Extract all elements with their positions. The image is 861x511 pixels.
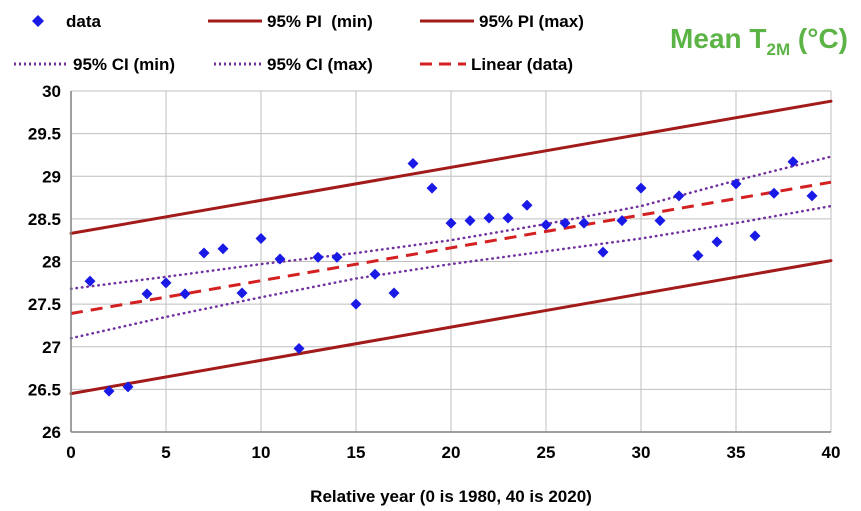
data-point [654,215,666,227]
x-tick-label: 25 [537,443,556,462]
y-tick-label: 26.5 [28,380,61,399]
data-point [388,287,400,299]
axes [70,91,831,433]
data-point [635,182,647,194]
legend-item-ci-max: 95% CI (max) [214,55,373,74]
legend-item-pi-max: 95% PI (max) [420,12,584,31]
data-point [730,178,742,190]
y-tick-label: 29 [42,167,61,186]
data-point [673,190,685,202]
data-point [103,385,115,397]
y-tick-label: 30 [42,82,61,101]
data-points [84,156,818,397]
chart-title: Mean T2M (°C) [670,23,848,59]
data-point [122,381,134,393]
x-tick-label: 40 [822,443,841,462]
data-point [445,217,457,229]
x-axis-label: Relative year (0 is 1980, 40 is 2020) [310,487,592,506]
series-line-linear-data [70,180,832,315]
legend-item-data: data [32,12,102,31]
data-point [407,157,419,169]
legend-label: data [66,12,102,31]
data-point [274,253,286,265]
chart-title-prefix: Mean T [670,23,766,54]
data-point [540,219,552,231]
legend-label: 95% PI (min) [267,12,373,31]
y-tick-label: 27.5 [28,295,61,314]
x-tick-label: 20 [442,443,461,462]
legend-label: 95% PI (max) [479,12,584,31]
y-tick-label: 27 [42,338,61,357]
series-line-95-pi-min [69,259,833,396]
legend-label: 95% CI (min) [73,55,175,74]
data-point [502,212,514,224]
y-tick-label: 29.5 [28,125,61,144]
data-point [160,277,172,289]
legend-item-ci-min: 95% CI (min) [14,55,175,74]
data-point [787,156,799,168]
data-point [483,212,495,224]
data-point [236,287,248,299]
data-point [350,298,362,310]
y-tick-label: 26 [42,423,61,442]
x-tick-label: 0 [66,443,75,462]
data-point [768,187,780,199]
chart-title-subscript: 2M [767,40,791,59]
x-tick-label: 5 [161,443,170,462]
data-point [749,230,761,242]
legend-item-linear: Linear (data) [420,55,573,74]
legend-diamond-marker [32,15,44,27]
x-tick-label: 30 [632,443,651,462]
tick-labels: 26 26.5 27 27.5 28 28.5 29 29.5 30 0 5 10 15 20 25 30 35… [28,82,841,462]
data-point [293,342,305,354]
y-tick-label: 28 [42,253,61,272]
data-point [692,250,704,262]
series-line-95-ci-min [69,204,833,340]
data-point [711,236,723,248]
data-point [426,182,438,194]
data-point [217,243,229,255]
x-tick-label: 35 [727,443,746,462]
data-point [312,251,324,263]
legend: data 95% PI (min) 95% PI (max) 95% CI (m… [14,12,584,74]
data-point [616,215,628,227]
data-point [255,232,267,244]
x-tick-label: 10 [252,443,271,462]
data-point [806,190,818,202]
data-point [331,251,343,263]
data-point [141,288,153,300]
legend-label: Linear (data) [471,55,573,74]
chart-title-suffix: (°C) [790,23,848,54]
grid [70,90,832,433]
data-point [578,217,590,229]
data-point [464,215,476,227]
data-point [198,247,210,259]
data-point [84,275,96,287]
data-point [521,199,533,211]
series-line-95-ci-max [69,155,833,291]
x-tick-label: 15 [347,443,366,462]
y-tick-label: 28.5 [28,210,61,229]
data-point [597,246,609,258]
series-lines [69,99,833,396]
data-point [559,217,571,229]
data-point [369,268,381,280]
series-line-95-pi-max [69,99,833,235]
data-point [179,288,191,300]
legend-item-pi-min: 95% PI (min) [208,12,373,31]
legend-label: 95% CI (max) [267,55,373,74]
